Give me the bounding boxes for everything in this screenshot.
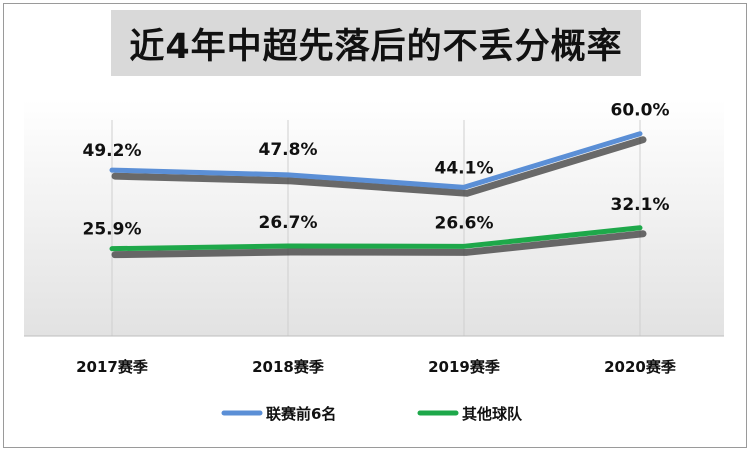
x-tick-label: 2019赛季 (428, 358, 500, 376)
chart-title: 近4年中超先落后的不丢分概率 (129, 26, 623, 67)
legend-item: 联赛前6名 (221, 405, 336, 423)
x-tick-label: 2020赛季 (604, 358, 676, 376)
chart-title-box: 近4年中超先落后的不丢分概率 (111, 10, 641, 76)
legend-item: 其他球队 (417, 405, 523, 423)
data-label: 44.1% (435, 158, 494, 178)
data-label: 47.8% (259, 140, 318, 160)
series-line (109, 225, 643, 252)
data-label: 60.0% (611, 101, 670, 121)
data-label: 26.7% (259, 213, 318, 233)
x-tick-label: 2018赛季 (252, 358, 324, 376)
data-label: 25.9% (83, 220, 142, 240)
plot-area (24, 100, 724, 336)
data-label: 26.6% (435, 213, 494, 233)
legend-label: 其他球队 (462, 405, 523, 423)
data-label: 32.1% (611, 195, 670, 215)
series-line (109, 131, 643, 190)
series-line-shadow (111, 136, 647, 197)
data-label: 49.2% (83, 141, 142, 161)
x-tick-label: 2017赛季 (76, 358, 148, 376)
legend-label: 联赛前6名 (266, 405, 336, 423)
series-line-shadow (111, 230, 647, 259)
